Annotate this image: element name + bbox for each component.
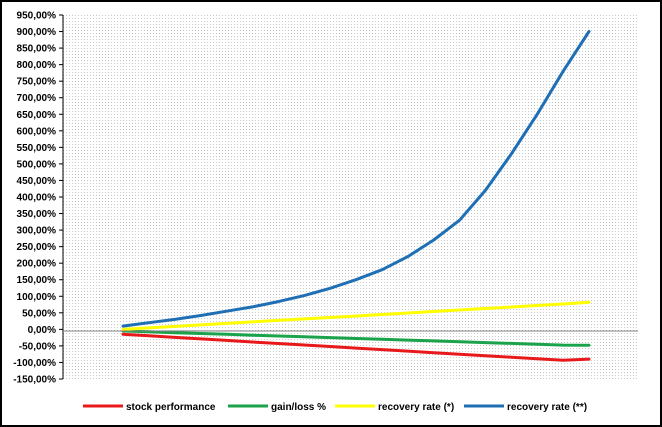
y-tick-label: 950,00% xyxy=(17,11,57,22)
y-tick-label: 650,00% xyxy=(17,110,57,121)
plot-area xyxy=(63,15,638,379)
y-tick-label: 800,00% xyxy=(17,60,57,71)
y-tick-label: 700,00% xyxy=(17,93,57,104)
y-tick-label: 400,00% xyxy=(17,193,57,204)
y-tick-label: 450,00% xyxy=(17,176,57,187)
y-tick-label: 150,00% xyxy=(17,275,57,286)
y-tick-label: -50,00% xyxy=(19,341,56,352)
legend-label: gain/loss % xyxy=(271,402,326,413)
y-tick-label: -150,00% xyxy=(13,375,56,386)
y-tick-label: 850,00% xyxy=(17,44,57,55)
series-line-4 xyxy=(121,30,591,328)
legend-label: recovery rate (*) xyxy=(378,402,454,413)
y-tick-label: 350,00% xyxy=(17,209,57,220)
y-tick-label: 100,00% xyxy=(17,292,57,303)
y-tick-label: 750,00% xyxy=(17,77,57,88)
y-tick-label: 300,00% xyxy=(17,226,57,237)
y-tick-label: 900,00% xyxy=(17,27,57,38)
y-tick-label: 500,00% xyxy=(17,159,57,170)
y-tick-label: -100,00% xyxy=(13,358,56,369)
series-line-2 xyxy=(121,329,591,347)
y-tick-label: 0,00% xyxy=(28,325,56,336)
y-tick-label: 50,00% xyxy=(22,308,56,319)
legend-label: recovery rate (**) xyxy=(507,402,587,413)
legend-label: stock performance xyxy=(126,402,216,413)
series-line-1 xyxy=(121,332,591,362)
series-line-3 xyxy=(121,300,591,331)
y-tick-label: 550,00% xyxy=(17,143,57,154)
y-tick-label: 200,00% xyxy=(17,259,57,270)
y-tick-label: 600,00% xyxy=(17,126,57,137)
y-tick-label: 250,00% xyxy=(17,242,57,253)
